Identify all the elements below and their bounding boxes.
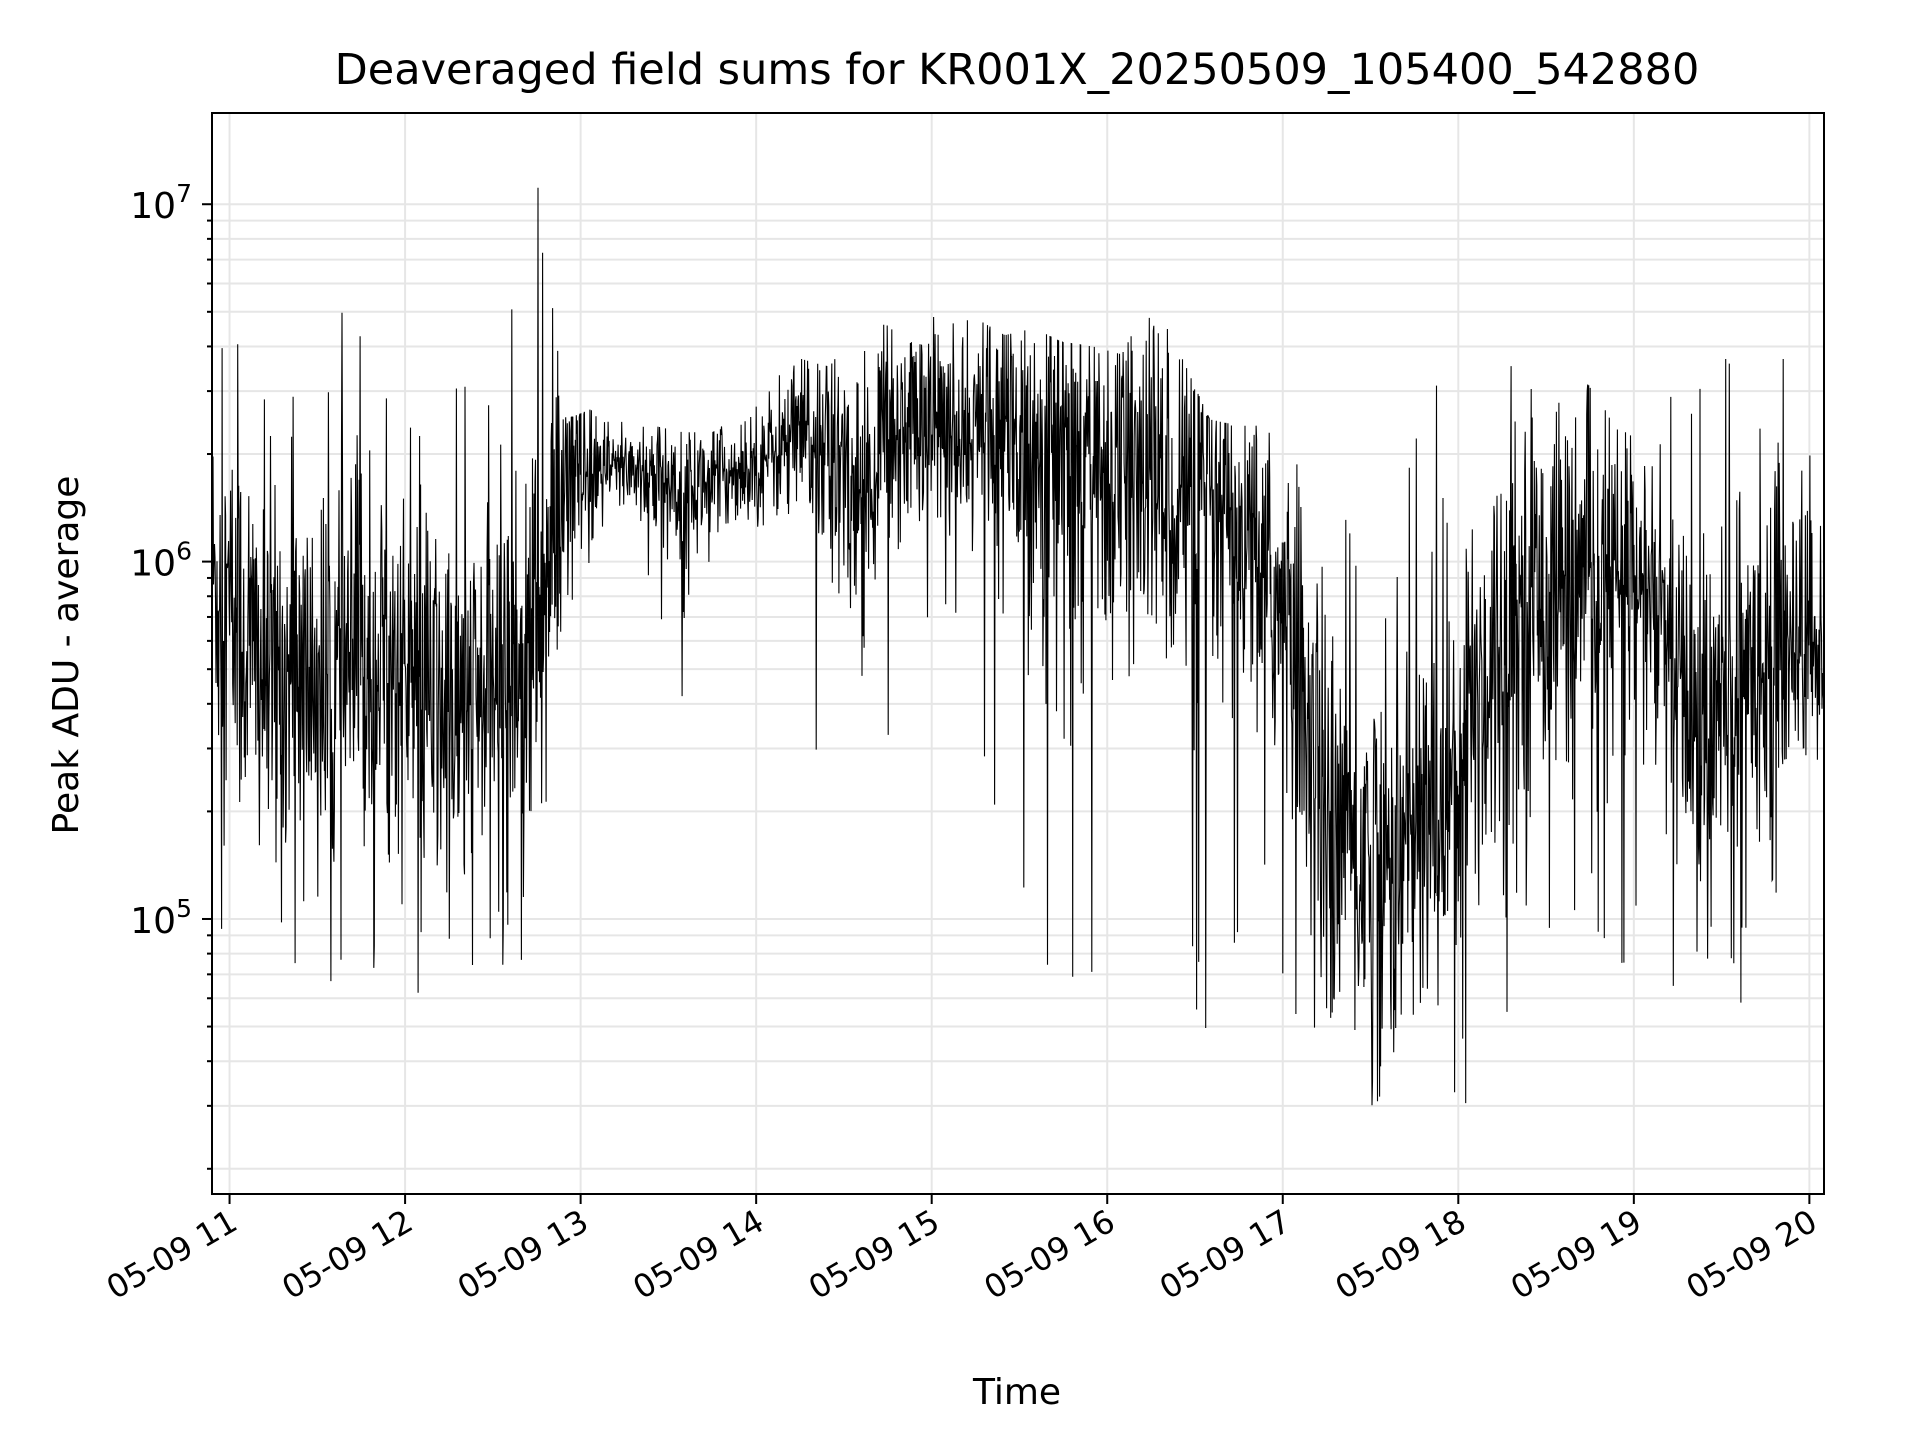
x-tick-label: 05-09 11 [100, 1202, 244, 1307]
y-axis-label: Peak ADU - average [46, 476, 87, 835]
series-layer [211, 187, 1825, 1106]
x-tick-label: 05-09 18 [1329, 1202, 1473, 1307]
x-tick-label: 05-09 12 [275, 1202, 419, 1307]
x-tick-label: 05-09 14 [627, 1202, 771, 1307]
y-tick-label: 106 [130, 537, 192, 585]
x-tick-label: 05-09 17 [1153, 1202, 1297, 1307]
x-tick-label: 05-09 16 [978, 1202, 1122, 1307]
chart-title: Deaveraged field sums for KR001X_2025050… [335, 45, 1700, 95]
grid-layer [212, 113, 1824, 1194]
x-tick-label: 05-09 15 [802, 1202, 946, 1307]
y-tick-label: 107 [130, 179, 192, 227]
x-axis-label: Time [972, 1372, 1061, 1413]
y-tick-label: 105 [130, 894, 192, 942]
x-tick-label: 05-09 13 [451, 1202, 595, 1307]
x-tick-label: 05-09 19 [1504, 1202, 1648, 1307]
x-tick-label: 05-09 20 [1680, 1202, 1824, 1307]
plot-frame [211, 112, 1825, 1195]
series-line [211, 187, 1825, 1106]
